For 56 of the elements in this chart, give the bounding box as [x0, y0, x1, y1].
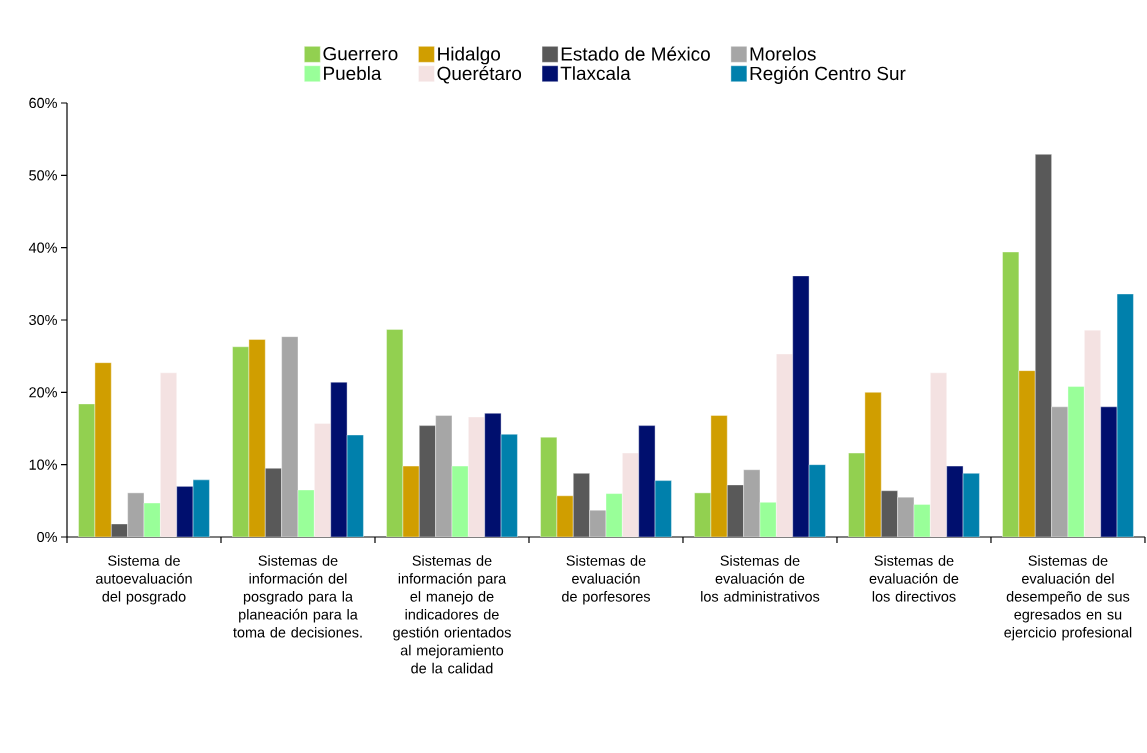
- legend-label: Estado de México: [561, 46, 710, 61]
- x-tick-label: Sistemas de evaluación de los administrativos: [701, 555, 820, 602]
- bar: [248, 339, 266, 537]
- bar: [1035, 154, 1052, 537]
- legend-label: Querétaro: [437, 66, 522, 84]
- bar: [232, 346, 250, 537]
- bar: [484, 413, 502, 537]
- x-tick-label: Sistemas de evaluación del desempeño de sus egresados en su ejercicio profesional: [1004, 555, 1132, 641]
- bar: [386, 329, 404, 537]
- legend-label: Tlaxcala: [560, 66, 631, 81]
- bar: [314, 423, 331, 537]
- bar: [1084, 329, 1101, 537]
- legend-label: Hidalgo: [438, 46, 501, 65]
- x-tick-label: Sistemas de evaluación de los directivos: [869, 555, 959, 602]
- bar: [500, 434, 518, 537]
- bar: [792, 275, 810, 537]
- legend-label: Morelos: [750, 46, 816, 61]
- bar: [468, 416, 485, 537]
- bar: [848, 452, 866, 537]
- bar: [710, 415, 728, 537]
- bar: [78, 403, 96, 537]
- bar: [864, 392, 882, 537]
- y-tick-label: 0%: [37, 531, 57, 543]
- bar: [94, 362, 112, 537]
- bar: [1002, 251, 1020, 537]
- bar: [1100, 406, 1118, 537]
- bar: [808, 464, 826, 537]
- y-tick-label: 10%: [29, 459, 57, 470]
- bar: [1116, 293, 1134, 537]
- bar: [743, 469, 761, 537]
- bar: [330, 382, 348, 537]
- legend-label: Guerrero: [323, 46, 398, 61]
- bar: [1067, 386, 1085, 537]
- bar: [930, 372, 947, 537]
- bar: [419, 425, 436, 537]
- y-tick-label: 30%: [29, 314, 57, 326]
- bar: [638, 425, 656, 537]
- y-tick-label: 50%: [29, 170, 57, 181]
- y-tick-label: 40%: [28, 242, 57, 253]
- bar: [1051, 406, 1069, 537]
- x-tick-label: Sistemas de evaluación de porfesores: [562, 555, 651, 605]
- bar: [1018, 370, 1036, 537]
- y-tick-label: 60%: [29, 97, 57, 109]
- legend-label: Puebla: [324, 66, 382, 81]
- bar: [435, 415, 453, 537]
- bar: [622, 452, 639, 537]
- legend-label: Región Centro Sur: [750, 66, 906, 84]
- bar: [346, 434, 364, 537]
- x-tick-label: Sistema de autoevaluación del posgrado: [96, 555, 192, 605]
- bar: [540, 436, 558, 537]
- x-tick-label: Sistemas de información para el manejo de indicadores de gestión orientados al mejoramiento de la calidad: [393, 555, 511, 674]
- bar: [281, 336, 299, 537]
- x-tick-label: Sistemas de información del posgrado para la planeación para la toma de decisiones.: [233, 555, 362, 638]
- y-tick-label: 20%: [29, 387, 57, 398]
- bar: [776, 353, 793, 537]
- bar: [160, 372, 177, 537]
